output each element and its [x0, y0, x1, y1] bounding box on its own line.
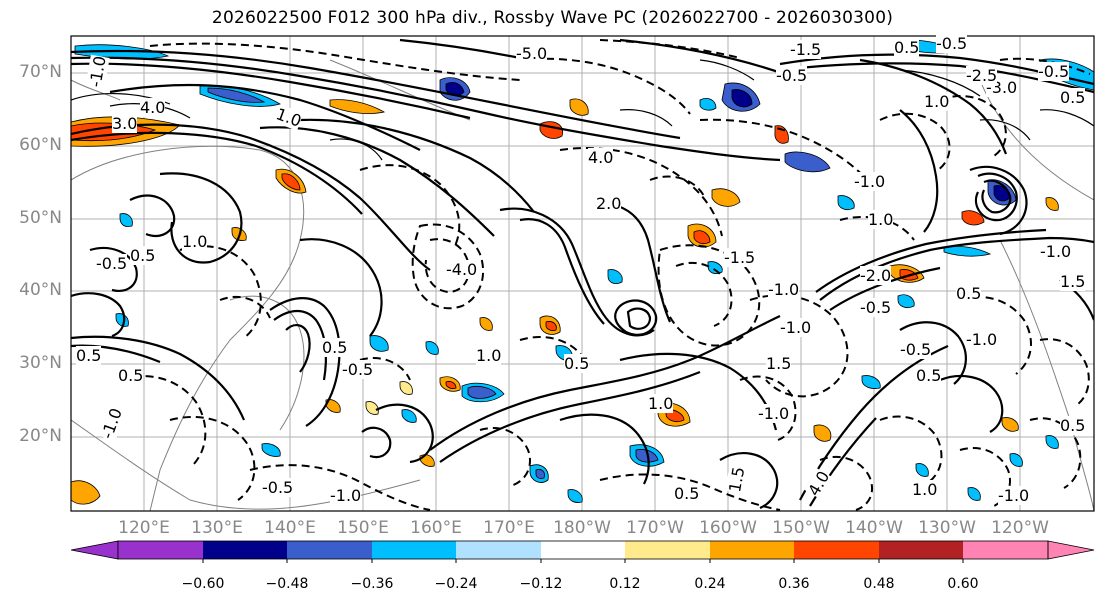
lon-label: 120°W [991, 518, 1049, 538]
map-frame [70, 35, 1095, 512]
lon-label: 150°E [337, 518, 389, 538]
colorbar-tick-label: 0.12 [609, 576, 641, 592]
colorbar-extend-min [70, 540, 119, 560]
lat-label-50n: 50°N [19, 208, 62, 228]
colorbar-bin [456, 541, 541, 559]
map-panel [70, 35, 1095, 512]
lat-label-70n: 70°N [19, 62, 62, 82]
colorbar-bin [372, 541, 456, 559]
colorbar-bin [879, 541, 963, 559]
lon-label: 180°W [553, 518, 611, 538]
colorbar-tick-label: 0.36 [778, 576, 810, 592]
colorbar-bin [541, 541, 625, 559]
colorbar-tick-label: 0.60 [947, 576, 979, 592]
colorbar-bin [710, 541, 794, 559]
colorbar-bin [287, 541, 372, 559]
colorbar-tick-label: 0.48 [863, 576, 895, 592]
map-title: 2026022500 F012 300 hPa div., Rossby Wav… [211, 8, 894, 28]
lon-label: 140°E [264, 518, 316, 538]
lat-label-30n: 30°N [19, 353, 62, 373]
lat-label-20n: 20°N [19, 426, 62, 446]
graticule [71, 36, 1094, 511]
lon-label: 130°W [918, 518, 976, 538]
colorbar-tick-label: −0.36 [350, 576, 394, 592]
dashed-contours [119, 39, 1091, 511]
lon-label: 120°E [118, 518, 170, 538]
colorbar-extend-max [1047, 540, 1095, 560]
colorbar-tick-label: 0.24 [694, 576, 726, 592]
colorbar-bin [203, 541, 287, 559]
lat-label-60n: 60°N [19, 135, 62, 155]
lon-label: 170°E [483, 518, 535, 538]
colorbar-tick-label: −0.48 [265, 576, 309, 592]
colorbar-tick-label: −0.24 [434, 576, 478, 592]
lon-label: 150°W [772, 518, 830, 538]
divergence-shading [71, 39, 1094, 505]
colorbar-bin [794, 541, 879, 559]
lat-label-40n: 40°N [19, 280, 62, 300]
colorbar-tick-label: −0.60 [181, 576, 225, 592]
solid-contours [71, 38, 1094, 510]
lon-label: 160°W [699, 518, 757, 538]
lon-label: 140°W [845, 518, 903, 538]
lon-label: 160°E [410, 518, 462, 538]
colorbar-bin [118, 541, 203, 559]
colorbar-tick-label: −0.12 [519, 576, 563, 592]
lon-label: 170°W [626, 518, 684, 538]
colorbar [70, 540, 1095, 563]
lon-label: 130°E [191, 518, 243, 538]
colorbar-bin [625, 541, 710, 559]
colorbar-bin [963, 541, 1048, 559]
